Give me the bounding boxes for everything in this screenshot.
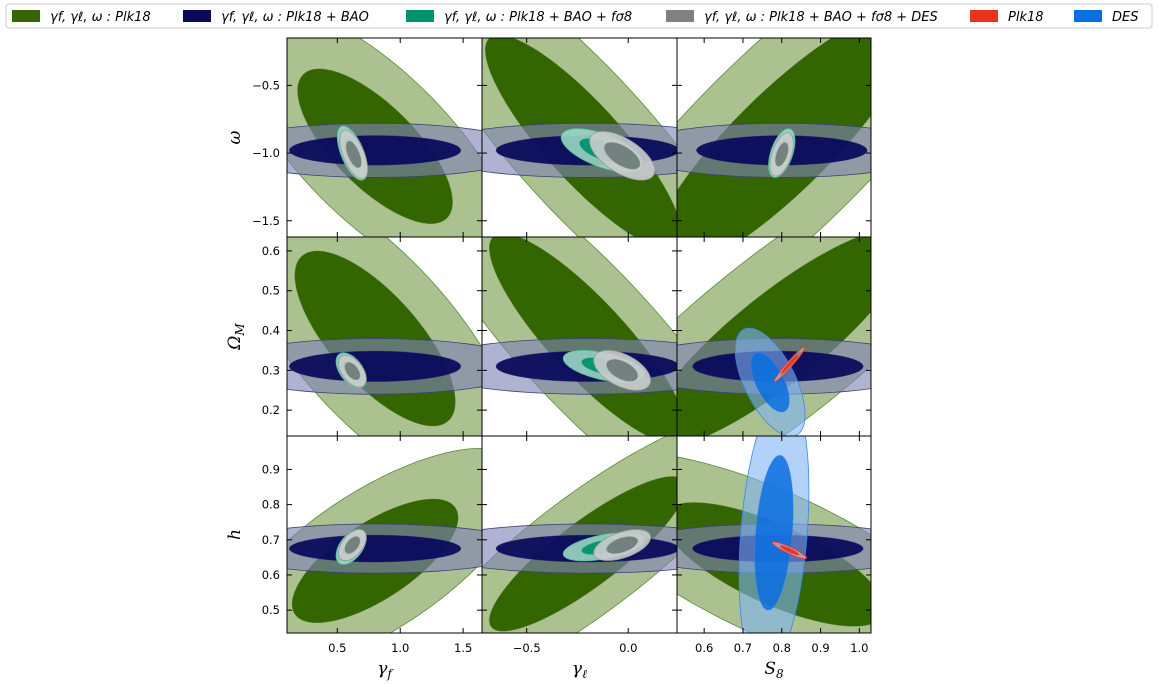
contour-bao-inner [289,135,462,166]
y-tick-label: 0.6 [262,244,280,258]
panel-m-vs-f [286,236,483,437]
x-tick-label: −0.5 [513,641,541,655]
contour-layer [287,237,482,436]
panel-grid [286,37,872,634]
legend: γf, γℓ, ω : Plk18 γf, γℓ, ω : Plk18 + BAO… [5,3,1153,29]
x-tick-label: 1.0 [850,641,868,655]
legend-swatch [183,10,211,22]
legend-entry-des: DES [1074,10,1138,25]
contour-des-comb-inner [345,140,362,169]
panel--vs-f [286,37,483,238]
legend-entry-f-plk18: γf, γℓ, ω : Plk18 [12,10,151,25]
contour-layer [677,436,871,633]
contour-des-comb-inner [775,142,789,167]
contour-layer [482,38,677,237]
legend-entry-f-plk18-bao: γf, γℓ, ω : Plk18 + BAO [183,10,369,25]
panel-h-vs-s8 [676,435,872,634]
panel-h-vs-f [286,435,483,634]
y-tick-label: −0.5 [252,78,280,92]
contour-layer [677,38,871,237]
y-axis-label-h-text: h [225,529,245,540]
legend-frame [5,3,1153,29]
y-axis-label--text: ω [225,130,245,144]
y-tick-label: 0.4 [262,324,280,338]
panel-h-vs- [481,435,678,634]
x-axis-label-f: γf [377,659,394,681]
contour-des-comb-inner [344,536,361,554]
y-axis-label-m-text: ΩM [225,323,247,351]
legend-label: γf, γℓ, ω : Plk18 + BAO [221,10,369,25]
contour-des-comb-inner [606,536,639,554]
panel-m-vs- [481,236,678,437]
contour-plk18-only-inner [779,545,800,556]
x-axis-label-: γℓ [572,659,587,681]
x-axis-label-f-text: γf [377,659,394,681]
legend-label: γf, γℓ, ω : Plk18 + BAO + fσ8 [444,10,632,25]
panel-m-vs-s8 [676,236,872,437]
y-axis-label-: ω [225,130,245,144]
x-tick-label: 0.0 [619,641,637,655]
legend-label: γf, γℓ, ω : Plk18 [50,10,151,25]
panel--vs- [481,37,678,238]
x-axis-label-s8: S8 [764,659,784,681]
panel-frame [676,435,872,634]
axis-labels: γf γℓ S8 ω ΩM h [225,130,784,681]
x-tick-label: 0.8 [773,641,791,655]
legend-swatch [970,10,998,22]
x-tick-label: 0.6 [695,641,713,655]
contour-bao-inner [289,350,462,382]
contour-des-comb-inner [604,142,641,170]
y-tick-label: −1.0 [252,146,280,160]
contour-bao-inner [289,534,462,563]
y-tick-label: 0.5 [262,284,280,298]
contour-plk18-only-inner [780,354,799,375]
y-tick-label: −1.5 [252,214,280,228]
legend-label: γf, γℓ, ω : Plk18 + BAO + fσ8 + DES [704,10,938,25]
y-axis-label-h: h [225,529,245,540]
y-axis-label-m: ΩM [225,323,247,351]
y-tick-label: 0.2 [262,403,280,417]
y-tick-label: 0.7 [262,533,280,547]
legend-label: DES [1112,10,1138,25]
x-tick-label: 0.9 [811,641,829,655]
contour-layer [482,436,677,633]
contour-des-inner [750,352,790,413]
y-tick-label: 0.3 [262,363,280,377]
legend-entry-f-plk18-bao-f-8: γf, γℓ, ω : Plk18 + BAO + fσ8 [406,10,632,25]
x-tick-label: 1.0 [391,641,409,655]
contour-des-comb-inner [606,359,639,382]
contour-layer [482,237,677,436]
contour-layer [677,237,871,436]
y-tick-label: 0.6 [262,568,280,582]
legend-swatch [1074,10,1102,22]
legend-swatch [12,10,40,22]
contour-layer [287,447,482,633]
tick-labels: 0.5 1.0 1.5 −0.5 0.0 0.6 0.7 0.8 0.9 1.0 −1.5 −1.0 −… [252,78,868,655]
x-tick-label: 0.5 [328,641,346,655]
contour-layer [287,38,482,237]
legend-label: Plk18 [1008,10,1044,25]
x-axis-label-s8-text: S8 [764,659,784,681]
contour-des-inner [754,455,794,611]
panel--vs-s8 [676,37,872,238]
x-tick-label: 0.7 [734,641,752,655]
legend-entry-f-plk18-bao-f-8-des: γf, γℓ, ω : Plk18 + BAO + fσ8 + DES [666,10,938,25]
contour-des-comb-inner [344,362,361,381]
y-tick-label: 0.9 [262,462,280,476]
x-axis-label--text: γℓ [572,659,587,681]
legend-swatch [406,10,434,22]
y-tick-label: 0.8 [262,498,280,512]
x-tick-label: 1.5 [454,641,472,655]
legend-swatch [666,10,694,22]
y-tick-label: 0.5 [262,603,280,617]
legend-entry-plk18: Plk18 [970,10,1044,25]
